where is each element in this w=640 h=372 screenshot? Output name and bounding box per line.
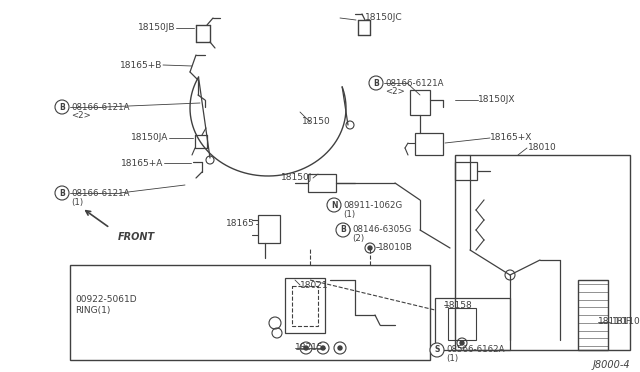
Circle shape bbox=[369, 76, 383, 90]
Text: (2): (2) bbox=[352, 234, 364, 244]
Bar bbox=[70, 265, 430, 360]
Text: 18150JB: 18150JB bbox=[138, 23, 175, 32]
Text: RING(1): RING(1) bbox=[75, 307, 110, 315]
Text: 18150JA: 18150JA bbox=[131, 134, 168, 142]
Text: 08911-1062G: 08911-1062G bbox=[343, 201, 403, 209]
Text: (1): (1) bbox=[343, 209, 355, 218]
Circle shape bbox=[336, 223, 350, 237]
Bar bbox=[455, 162, 477, 180]
Text: 18150JX: 18150JX bbox=[478, 96, 515, 105]
Circle shape bbox=[327, 198, 341, 212]
Bar bbox=[448, 308, 476, 340]
Circle shape bbox=[338, 346, 342, 350]
Text: 18150: 18150 bbox=[302, 118, 331, 126]
Text: 18110F: 18110F bbox=[612, 317, 640, 327]
Circle shape bbox=[342, 228, 346, 232]
Bar bbox=[292, 286, 318, 326]
Text: 08166-6121A: 08166-6121A bbox=[71, 103, 129, 112]
Bar bbox=[258, 215, 280, 243]
Circle shape bbox=[460, 341, 464, 345]
Text: 18021: 18021 bbox=[300, 280, 328, 289]
Text: B: B bbox=[340, 225, 346, 234]
Text: B: B bbox=[373, 78, 379, 87]
Text: 18215: 18215 bbox=[295, 343, 324, 353]
Text: N: N bbox=[331, 201, 337, 209]
Circle shape bbox=[321, 346, 325, 350]
Text: 18158: 18158 bbox=[444, 301, 473, 310]
Text: 18010B: 18010B bbox=[378, 243, 413, 251]
Text: S: S bbox=[435, 346, 440, 355]
Bar bbox=[410, 90, 430, 115]
Text: 18165: 18165 bbox=[227, 219, 255, 228]
Text: 00922-5061D: 00922-5061D bbox=[75, 295, 136, 305]
Bar bbox=[285, 278, 325, 333]
Bar bbox=[578, 280, 608, 350]
Circle shape bbox=[430, 343, 444, 357]
Text: 08566-6162A: 08566-6162A bbox=[446, 346, 504, 355]
Text: 18165+B: 18165+B bbox=[120, 61, 162, 70]
Text: 08166-6121A: 08166-6121A bbox=[71, 189, 129, 198]
Bar bbox=[308, 174, 336, 192]
Circle shape bbox=[55, 100, 69, 114]
Text: 08166-6121A: 08166-6121A bbox=[385, 78, 444, 87]
Circle shape bbox=[368, 246, 372, 250]
Text: 18165+A: 18165+A bbox=[120, 158, 163, 167]
Bar bbox=[455, 155, 630, 350]
Circle shape bbox=[332, 203, 336, 207]
Text: 18010: 18010 bbox=[528, 144, 557, 153]
Bar bbox=[415, 133, 443, 155]
Text: <2>: <2> bbox=[71, 112, 91, 121]
Text: 18150JC: 18150JC bbox=[365, 13, 403, 22]
Text: 18110F: 18110F bbox=[598, 317, 632, 327]
Text: 18165+X: 18165+X bbox=[490, 134, 532, 142]
Bar bbox=[435, 298, 510, 350]
Text: B: B bbox=[59, 103, 65, 112]
Text: (1): (1) bbox=[446, 355, 458, 363]
Circle shape bbox=[304, 346, 308, 350]
Text: <2>: <2> bbox=[385, 87, 404, 96]
Text: FRONT: FRONT bbox=[118, 232, 155, 242]
Text: B: B bbox=[59, 189, 65, 198]
Text: 18150J: 18150J bbox=[280, 173, 312, 183]
Circle shape bbox=[55, 186, 69, 200]
Text: J8000-4: J8000-4 bbox=[593, 360, 630, 370]
Text: (1): (1) bbox=[71, 198, 83, 206]
Text: 08146-6305G: 08146-6305G bbox=[352, 225, 412, 234]
